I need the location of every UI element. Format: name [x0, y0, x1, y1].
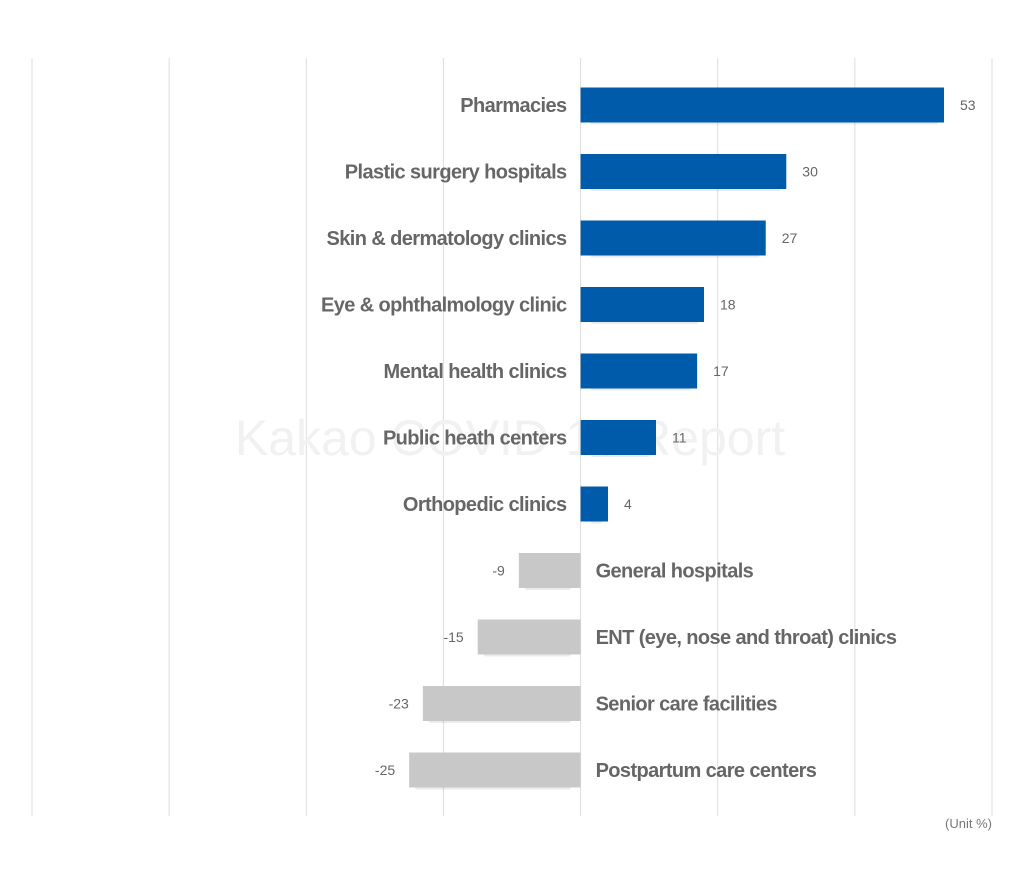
- category-label: Orthopedic clinics: [403, 494, 567, 516]
- category-label: Plastic surgery hospitals: [345, 162, 567, 184]
- bar: [580, 154, 787, 189]
- bar: [580, 87, 944, 123]
- value-label: 17: [713, 363, 729, 379]
- value-label: 53: [960, 97, 976, 113]
- category-label: Eye & ophthalmology clinic: [321, 295, 567, 317]
- unit-label: (Unit %): [945, 816, 992, 831]
- value-label: -25: [375, 762, 395, 778]
- bars: [409, 87, 944, 790]
- category-label: Pharmacies: [460, 95, 567, 117]
- category-label: Mental health clinics: [384, 361, 567, 383]
- bar: [580, 287, 704, 322]
- value-label: -9: [492, 563, 505, 579]
- category-label: Public heath centers: [383, 428, 567, 450]
- bar: [580, 420, 656, 455]
- value-label: 30: [802, 164, 818, 180]
- bar: [477, 619, 581, 655]
- category-label: Senior care facilities: [596, 694, 778, 716]
- value-label: -23: [389, 696, 409, 712]
- bar: [518, 553, 581, 588]
- category-label: Postpartum care centers: [596, 760, 817, 782]
- bar: [409, 752, 581, 788]
- bar: [580, 220, 766, 256]
- bar: [580, 353, 698, 389]
- category-label: Skin & dermatology clinics: [327, 228, 568, 250]
- value-label: 27: [782, 230, 798, 246]
- category-label: General hospitals: [596, 561, 754, 583]
- watermark: Kakao COVID-19 Report: [235, 410, 785, 466]
- value-label: 11: [672, 430, 687, 446]
- value-label: 18: [720, 297, 736, 313]
- category-label: ENT (eye, nose and throat) clinics: [596, 627, 897, 649]
- bar: [580, 486, 608, 522]
- bar: [422, 686, 581, 721]
- labels: 53 Pharmacies 30 Plastic surgery hospitals 2…: [321, 95, 976, 782]
- value-label: -15: [443, 629, 463, 645]
- value-label: 4: [624, 496, 632, 512]
